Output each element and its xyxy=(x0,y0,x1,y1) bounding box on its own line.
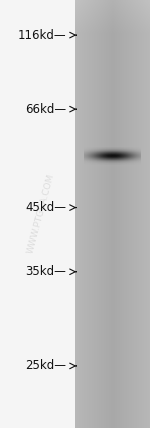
Text: 116kd—: 116kd— xyxy=(17,29,66,42)
Text: 35kd—: 35kd— xyxy=(25,265,66,278)
Text: 66kd—: 66kd— xyxy=(25,103,66,116)
Text: 25kd—: 25kd— xyxy=(25,360,66,372)
Text: WWW.PTGCA.COM: WWW.PTGCA.COM xyxy=(26,173,56,255)
Text: 45kd—: 45kd— xyxy=(25,201,66,214)
